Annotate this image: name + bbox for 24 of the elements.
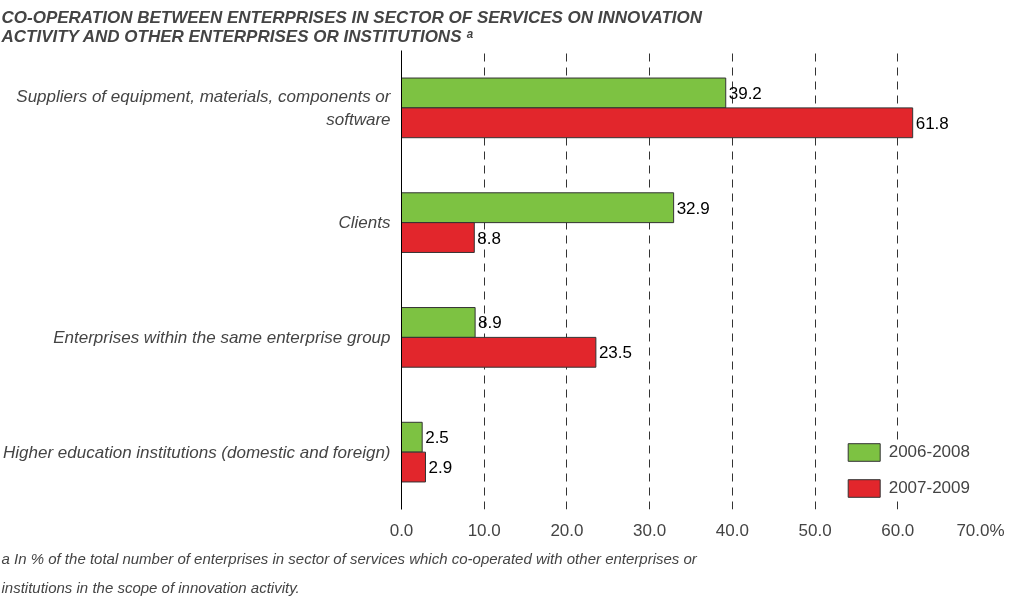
data-label: 8.9 — [478, 313, 502, 333]
y-tick-label: Enterprises within the same enterprise group — [53, 327, 391, 347]
data-label: 39.2 — [728, 83, 762, 103]
y-tick-label: Clients — [338, 213, 391, 233]
y-tick-label: Higher education institutions (domestic and foreign) — [3, 442, 391, 462]
x-tick-label: 10.0 — [467, 520, 501, 540]
data-label: 61.8 — [915, 113, 949, 133]
x-tick-label: 40.0 — [715, 520, 749, 540]
data-label: 8.8 — [477, 228, 501, 248]
x-tick-label: 50.0 — [798, 520, 832, 540]
y-tick-label: Suppliers of equipment, materials, components or software — [16, 86, 392, 129]
text: a In % of the total number of enterprises in sector of services which co-operated with other enterprises or institutions in the scope of innovation activity. — [1, 549, 698, 596]
x-tick-label: 0.0 — [389, 520, 414, 540]
legend-label: 2007-2009 — [888, 478, 970, 498]
x-tick-label: 70.0% — [956, 520, 1005, 540]
chart-title: CO-OPERATION BETWEEN ENTERPRISES IN SECTOR OF SERVICES ON INNOVATION ACTIVITY AND OTHER ENTERPRISES OR INSTITUTIONS ᵃ — [0, 7, 703, 46]
x-tick-label: 60.0 — [881, 520, 915, 540]
x-tick-label: 30.0 — [633, 520, 667, 540]
legend-label: 2006-2008 — [888, 442, 970, 462]
x-tick-label: 20.0 — [550, 520, 584, 540]
data-label: 2.5 — [425, 428, 449, 448]
data-label: 23.5 — [598, 343, 632, 363]
data-label: 32.9 — [676, 198, 710, 218]
data-label: 2.9 — [428, 458, 453, 478]
